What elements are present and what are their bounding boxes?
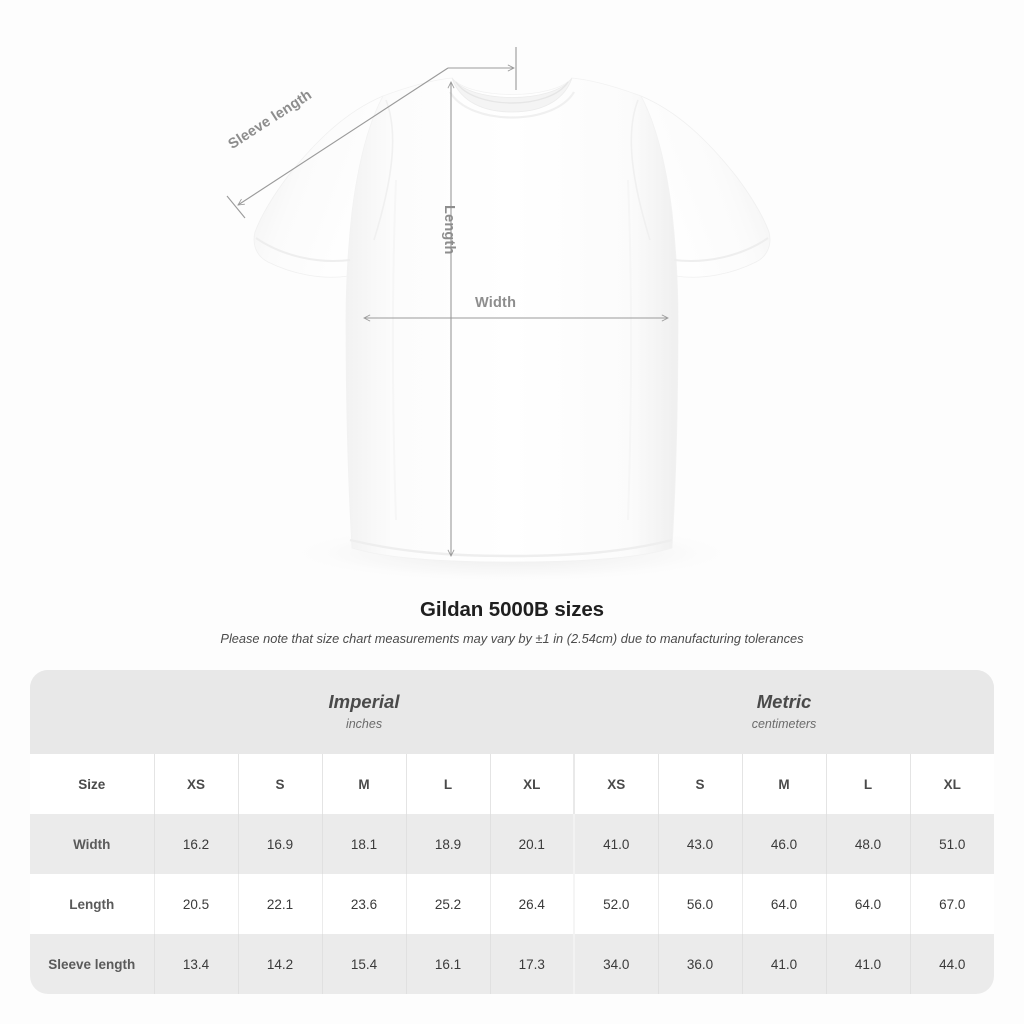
measurement-guides bbox=[226, 47, 668, 556]
cell-length-imperial-xl: 26.4 bbox=[489, 874, 575, 934]
cell-length-imperial-xs: 20.5 bbox=[153, 874, 238, 934]
cell-width-imperial-xs: 16.2 bbox=[153, 814, 238, 874]
size-header-metric-xs: XS bbox=[573, 754, 659, 814]
size-header-metric-l: L bbox=[825, 754, 911, 814]
cell-width-metric-m: 46.0 bbox=[741, 814, 827, 874]
size-chart-table: Imperial inches Metric centimeters Size … bbox=[30, 670, 994, 994]
tshirt-diagram-svg bbox=[226, 47, 771, 583]
group-header-metric: Metric centimeters bbox=[574, 670, 994, 754]
size-header-metric-m: M bbox=[741, 754, 827, 814]
cell-sleeve-imperial-l: 16.1 bbox=[405, 934, 490, 994]
cell-length-metric-m: 64.0 bbox=[741, 874, 827, 934]
shirt-shape bbox=[253, 77, 771, 563]
page-title: Gildan 5000B sizes bbox=[420, 598, 604, 621]
cell-length-imperial-m: 23.6 bbox=[321, 874, 406, 934]
cell-length-imperial-s: 22.1 bbox=[237, 874, 322, 934]
cell-length-metric-xs: 52.0 bbox=[573, 874, 659, 934]
group-header-imperial: Imperial inches bbox=[154, 670, 575, 754]
table-row: Width 16.2 16.9 18.1 18.9 20.1 41.0 43.0… bbox=[30, 814, 994, 874]
table-row: Length 20.5 22.1 23.6 25.2 26.4 52.0 56.… bbox=[30, 874, 994, 934]
size-header-imperial-l: L bbox=[405, 754, 490, 814]
cell-length-metric-s: 56.0 bbox=[657, 874, 743, 934]
cell-length-metric-l: 64.0 bbox=[825, 874, 911, 934]
cell-sleeve-metric-m: 41.0 bbox=[741, 934, 827, 994]
cell-width-imperial-l: 18.9 bbox=[405, 814, 490, 874]
group-header-spacer bbox=[30, 670, 154, 754]
cell-width-imperial-xl: 20.1 bbox=[489, 814, 575, 874]
cell-width-metric-l: 48.0 bbox=[825, 814, 911, 874]
size-chart-table-wrapper: Imperial inches Metric centimeters Size … bbox=[30, 670, 994, 994]
size-header-imperial-s: S bbox=[237, 754, 322, 814]
cell-sleeve-imperial-m: 15.4 bbox=[321, 934, 406, 994]
cell-sleeve-imperial-s: 14.2 bbox=[237, 934, 322, 994]
cell-sleeve-metric-s: 36.0 bbox=[657, 934, 743, 994]
sleeve-length-arrow bbox=[238, 67, 449, 205]
row-label-length: Length bbox=[69, 896, 115, 912]
cell-width-metric-s: 43.0 bbox=[657, 814, 743, 874]
size-header-metric-xl: XL bbox=[909, 754, 994, 814]
width-label: Width bbox=[475, 295, 517, 311]
cell-width-metric-xs: 41.0 bbox=[573, 814, 659, 874]
size-header-row: Size XS S M L XL XS S M L XL bbox=[30, 754, 994, 814]
title-block: Gildan 5000B sizes Please note that size… bbox=[0, 596, 1024, 648]
row-label-sleeve-length: Sleeve length bbox=[48, 956, 136, 972]
cell-sleeve-imperial-xs: 13.4 bbox=[153, 934, 238, 994]
size-header-imperial-m: M bbox=[321, 754, 406, 814]
tolerance-note: Please note that size chart measurements… bbox=[220, 631, 804, 646]
cell-length-imperial-l: 25.2 bbox=[405, 874, 490, 934]
length-label: Length bbox=[441, 205, 457, 255]
size-header-label: Size bbox=[30, 754, 154, 814]
cell-length-metric-xl: 67.0 bbox=[909, 874, 994, 934]
cell-sleeve-metric-xs: 34.0 bbox=[573, 934, 659, 994]
size-header-imperial-xl: XL bbox=[489, 754, 575, 814]
unit-group-header-row: Imperial inches Metric centimeters bbox=[30, 670, 994, 754]
cell-sleeve-imperial-xl: 17.3 bbox=[489, 934, 575, 994]
size-header-metric-s: S bbox=[657, 754, 743, 814]
tshirt-illustration: Sleeve length Length Width bbox=[225, 47, 771, 583]
cell-width-imperial-m: 18.1 bbox=[321, 814, 406, 874]
cell-width-metric-xl: 51.0 bbox=[909, 814, 994, 874]
cell-sleeve-metric-l: 41.0 bbox=[825, 934, 911, 994]
cell-width-imperial-s: 16.9 bbox=[237, 814, 322, 874]
cell-sleeve-metric-xl: 44.0 bbox=[909, 934, 994, 994]
table-row: Sleeve length 13.4 14.2 15.4 16.1 17.3 3… bbox=[30, 934, 994, 994]
row-label-width: Width bbox=[73, 836, 111, 852]
size-header-imperial-xs: XS bbox=[153, 754, 238, 814]
